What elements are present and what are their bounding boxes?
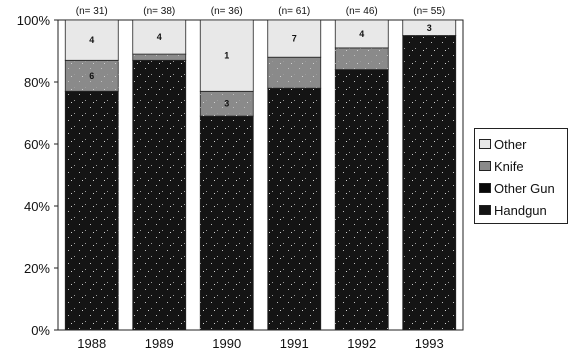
- bar-texture: [132, 60, 186, 331]
- y-tick-label: 100%: [17, 13, 51, 28]
- segment-count-label: 1: [224, 51, 229, 61]
- x-tick-label: 1993: [415, 336, 444, 351]
- x-tick-label: 1988: [77, 336, 106, 351]
- bar-texture: [335, 47, 389, 70]
- bar-segment-other: [132, 19, 187, 55]
- x-tick-label: 1992: [347, 336, 376, 351]
- plot-frame: [57, 19, 464, 331]
- legend-swatch: [479, 183, 491, 193]
- x-tick-label: 1989: [145, 336, 174, 351]
- segment-count-label: 4: [359, 29, 364, 39]
- legend-swatch: [479, 205, 491, 215]
- bar-texture: [402, 35, 456, 330]
- segment-count-label: 7: [292, 34, 297, 44]
- segment-count-label: 4: [157, 32, 162, 42]
- bar-segment-other: [267, 19, 322, 58]
- legend-item-other: Other: [479, 133, 565, 155]
- bar-texture: [200, 91, 254, 117]
- sample-size-label: (n= 46): [346, 6, 378, 17]
- sample-size-label: (n= 61): [278, 6, 310, 17]
- sample-size-label: (n= 38): [143, 6, 175, 17]
- bar-texture: [132, 54, 186, 61]
- bar-segment-other: [334, 19, 389, 49]
- segment-count-label: 3: [224, 99, 229, 109]
- bar-texture: [65, 60, 119, 92]
- x-tick-label: 1990: [212, 336, 241, 351]
- y-tick-label: 40%: [24, 199, 50, 214]
- bar-texture: [65, 91, 119, 330]
- legend-item-other-gun: Other Gun: [479, 177, 565, 199]
- x-tick-label: 1991: [280, 336, 309, 351]
- bar-segment-other: [199, 19, 254, 92]
- bar-texture: [335, 69, 389, 330]
- legend-label: Knife: [494, 158, 524, 174]
- y-tick-label: 0%: [31, 323, 50, 338]
- y-tick-label: 80%: [24, 75, 50, 90]
- sample-size-label: (n= 55): [413, 6, 445, 17]
- legend-label: Handgun: [494, 202, 547, 218]
- bar-segment-other: [402, 19, 457, 36]
- y-tick-label: 60%: [24, 137, 50, 152]
- legend-swatch: [479, 161, 491, 171]
- legend: Other Knife Other Gun Handgun: [474, 128, 568, 224]
- segment-count-label: 4: [89, 35, 94, 45]
- segment-count-label: 3: [427, 23, 432, 33]
- bar-texture: [200, 116, 254, 330]
- legend-swatch: [479, 139, 491, 149]
- legend-label: Other Gun: [494, 180, 555, 196]
- segment-count-label: 6: [89, 71, 94, 81]
- bar-texture: [267, 57, 321, 89]
- bar-segment-other: [64, 19, 119, 61]
- plot-area: 0% 20% 40% 60% 80% 100% (n= 31) 1988 6 4 (n= 38) 19…: [17, 6, 464, 351]
- y-tick-label: 20%: [24, 261, 50, 276]
- sample-size-label: (n= 31): [76, 6, 108, 17]
- legend-label: Other: [494, 136, 527, 152]
- bar-texture: [267, 88, 321, 330]
- sample-size-label: (n= 36): [211, 6, 243, 17]
- legend-item-handgun: Handgun: [479, 199, 565, 221]
- legend-item-knife: Knife: [479, 155, 565, 177]
